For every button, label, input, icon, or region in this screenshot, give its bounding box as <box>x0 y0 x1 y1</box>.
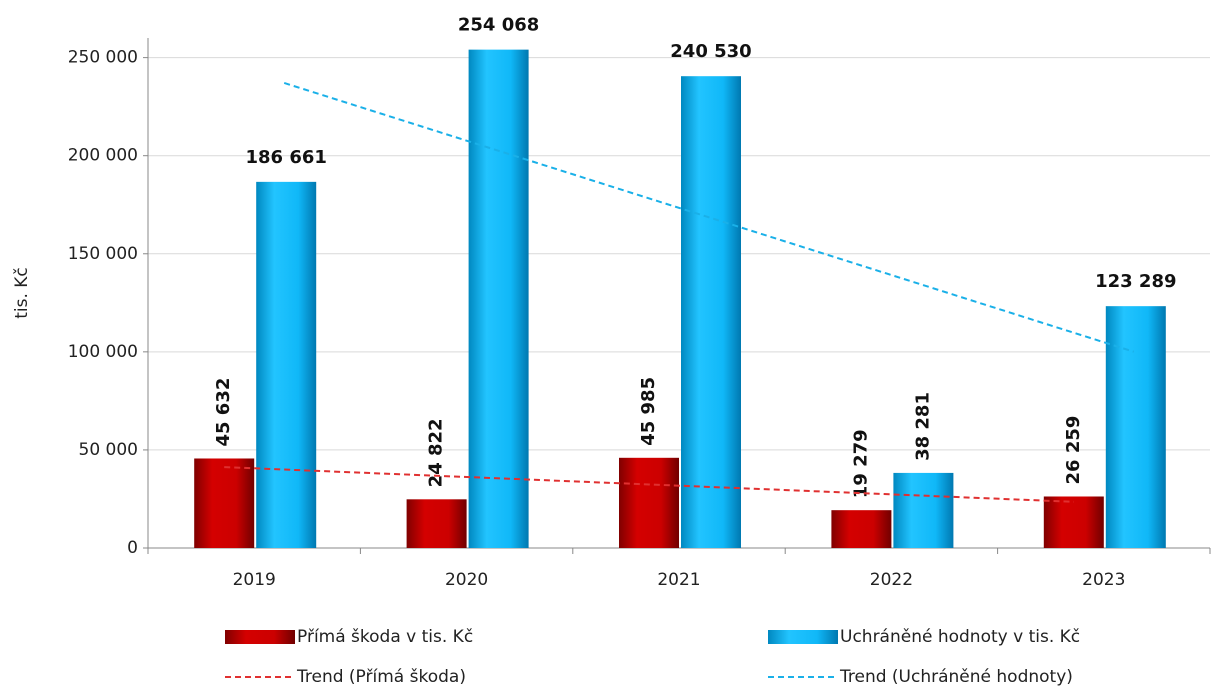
bar <box>1043 496 1104 548</box>
value-label: 26 259 <box>1063 416 1084 485</box>
x-tick-label: 2023 <box>1082 570 1125 590</box>
trend-line <box>224 466 1074 503</box>
value-label: 45 632 <box>213 378 234 447</box>
legend-swatch <box>225 630 295 644</box>
value-label: 186 661 <box>245 147 326 168</box>
bar <box>406 499 467 548</box>
bar <box>256 181 317 548</box>
x-tick-label: 2021 <box>657 570 700 590</box>
bar <box>468 49 529 549</box>
y-tick-label: 250 000 <box>68 48 138 68</box>
value-label: 38 281 <box>912 392 933 461</box>
x-tick-label: 2022 <box>870 570 913 590</box>
legend-label: Trend (Přímá škoda) <box>296 667 466 687</box>
y-tick-label: 100 000 <box>68 342 138 362</box>
trend-line <box>283 82 1135 353</box>
bar <box>194 458 255 548</box>
bar <box>831 510 892 548</box>
bar <box>681 76 741 548</box>
value-label: 254 068 <box>458 15 539 36</box>
legend-label: Přímá škoda v tis. Kč <box>297 627 473 647</box>
value-label: 123 289 <box>1095 271 1176 292</box>
legend-label: Uchráněné hodnoty v tis. Kč <box>840 627 1080 647</box>
bar <box>893 472 954 548</box>
y-tick-label: 200 000 <box>68 146 138 166</box>
legend-label: Trend (Uchráněné hodnoty) <box>839 667 1073 687</box>
y-axis-label: tis. Kč <box>12 267 32 319</box>
y-tick-label: 50 000 <box>79 440 138 460</box>
value-label: 24 822 <box>426 418 447 487</box>
legend-swatch <box>768 630 838 644</box>
value-label: 19 279 <box>850 429 871 498</box>
x-tick-label: 2020 <box>445 570 488 590</box>
bar <box>619 457 679 548</box>
y-tick-label: 150 000 <box>68 244 138 264</box>
bar <box>1105 306 1166 548</box>
x-tick-label: 2019 <box>233 570 276 590</box>
value-label: 45 985 <box>638 377 659 446</box>
y-tick-label: 0 <box>127 538 138 558</box>
value-label: 240 530 <box>670 41 751 62</box>
